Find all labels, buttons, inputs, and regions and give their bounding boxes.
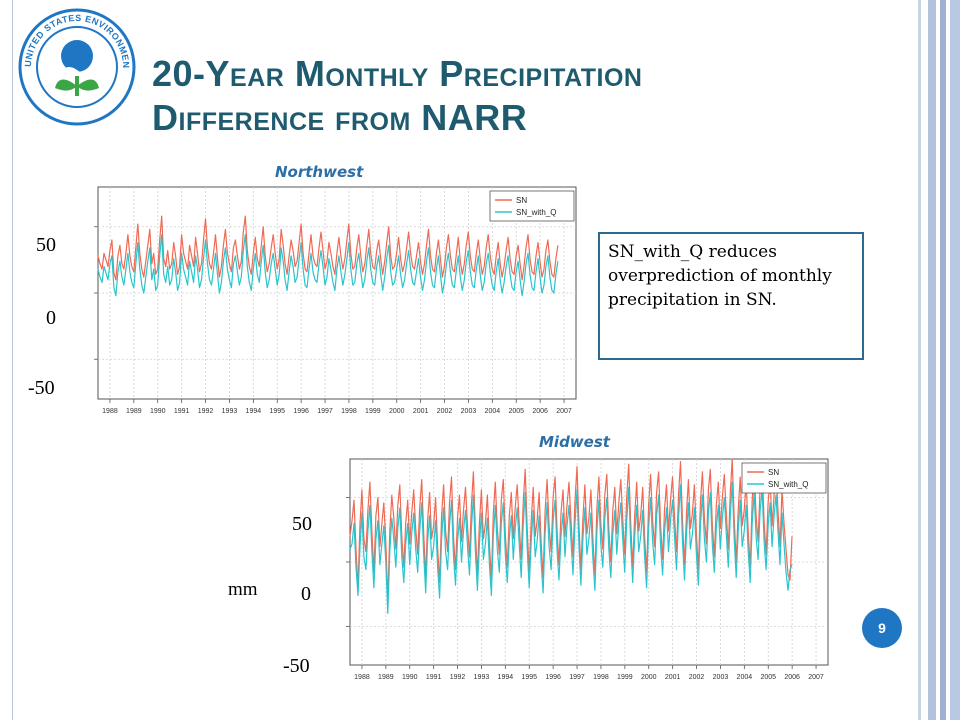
xtick-label: 2001	[413, 408, 429, 415]
xtick-label: 1990	[402, 674, 418, 681]
xtick-label: 2007	[556, 408, 572, 415]
series-line-sn	[349, 458, 793, 602]
xtick-label: 2002	[437, 408, 453, 415]
xtick-label: 1989	[378, 674, 394, 681]
xtick-label: 2006	[532, 408, 548, 415]
xtick-label: 2004	[485, 408, 501, 415]
xtick-label: 2003	[713, 674, 729, 681]
midwest-chart-title: Midwest	[539, 433, 610, 451]
mw-ytick-minus50: -50	[283, 655, 310, 677]
xtick-label: 1988	[354, 674, 370, 681]
xtick-label: 1996	[293, 408, 309, 415]
xtick-label: 1990	[150, 408, 166, 415]
page-number: 9	[862, 608, 902, 648]
xtick-label: 1996	[545, 674, 561, 681]
xtick-label: 1994	[246, 408, 262, 415]
xtick-label: 1997	[569, 674, 585, 681]
xtick-label: 1995	[521, 674, 537, 681]
xtick-label: 1992	[198, 408, 214, 415]
xtick-label: 1994	[498, 674, 514, 681]
title-line-1: 20-Year Monthly Precipitation	[152, 53, 643, 94]
xtick-label: 2000	[641, 674, 657, 681]
nw-ytick-50: 50	[36, 234, 56, 256]
xtick-label: 1988	[102, 408, 118, 415]
xtick-label: 2002	[689, 674, 705, 681]
northwest-chart-title: Northwest	[275, 163, 364, 181]
legend-label: SN	[768, 468, 779, 477]
series-line-sn-with-q	[97, 234, 559, 297]
right-frame-bars	[916, 0, 960, 720]
xtick-label: 1991	[174, 408, 190, 415]
title-line-2: Difference from NARR	[152, 97, 528, 138]
unit-label: mm	[228, 579, 258, 600]
legend-box	[741, 462, 827, 494]
mw-ytick-0: 0	[301, 583, 311, 605]
xtick-label: 2005	[760, 674, 776, 681]
series-line-sn	[97, 215, 559, 281]
xtick-label: 1993	[222, 408, 238, 415]
xtick-label: 2006	[784, 674, 800, 681]
legend-label: SN_with_Q	[516, 208, 556, 217]
nw-ytick-minus50: -50	[28, 377, 55, 399]
xtick-label: 1989	[126, 408, 142, 415]
xtick-label: 1999	[617, 674, 633, 681]
slide-title: 20-Year Monthly Precipitation Difference…	[152, 52, 852, 140]
legend-label: SN_with_Q	[768, 480, 808, 489]
xtick-label: 2005	[508, 408, 524, 415]
legend-box	[489, 190, 575, 222]
xtick-label: 2004	[737, 674, 753, 681]
legend-label: SN	[516, 196, 527, 205]
xtick-label: 1998	[341, 408, 357, 415]
mw-ytick-50: 50	[292, 513, 312, 535]
northwest-chart: 1988 1989 1990 1991 1992 1993 1994 1995 1996 1997…	[94, 186, 577, 415]
xtick-label: 1997	[317, 408, 333, 415]
series-line-sn-with-q	[349, 481, 793, 615]
xtick-label: 1995	[269, 408, 285, 415]
xtick-label: 1998	[593, 674, 609, 681]
xtick-label: 1999	[365, 408, 381, 415]
midwest-chart: 1988 1989 1990 1991 1992 1993 1994 1995 1996 1997…	[346, 458, 829, 681]
left-rule	[12, 0, 13, 720]
xtick-label: 1992	[450, 674, 466, 681]
plot-frame	[97, 186, 577, 400]
xtick-label: 1991	[426, 674, 442, 681]
callout-box: SN_with_Q reduces overprediction of mont…	[598, 232, 864, 360]
xtick-label: 1993	[474, 674, 490, 681]
epa-logo: UNITED STATES ENVIRONMENTAL PROTECTION A…	[18, 8, 136, 126]
xtick-label: 2003	[461, 408, 477, 415]
nw-ytick-0: 0	[46, 307, 56, 329]
xtick-label: 2001	[665, 674, 681, 681]
xtick-label: 2007	[808, 674, 824, 681]
xtick-label: 2000	[389, 408, 405, 415]
